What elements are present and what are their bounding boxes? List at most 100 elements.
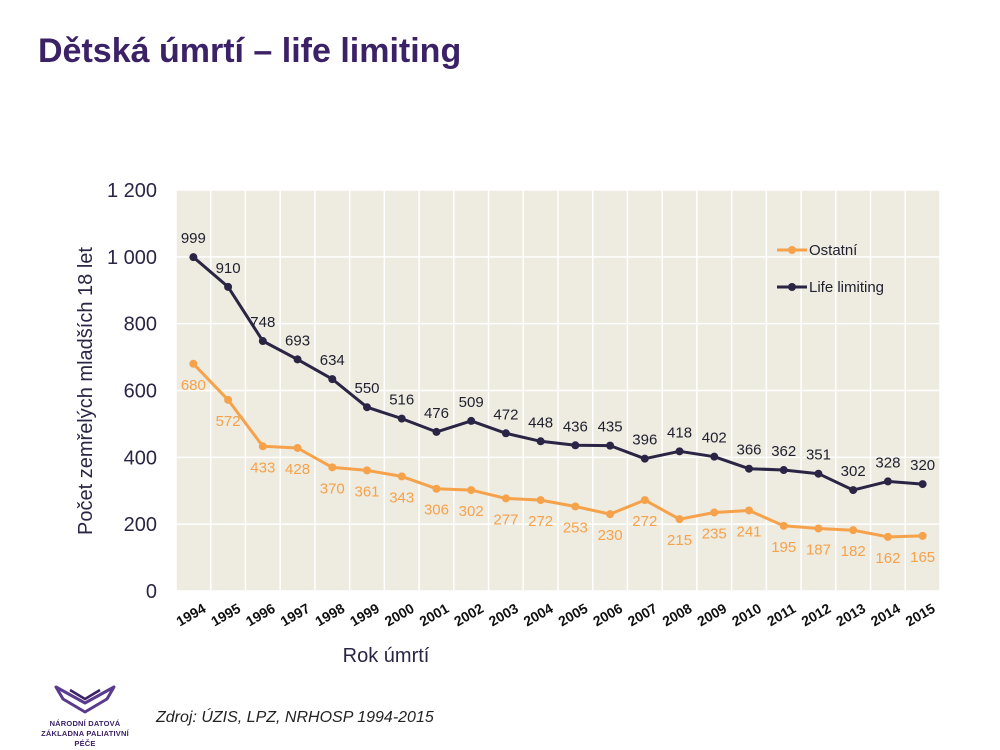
data-point [849, 486, 858, 495]
data-point [710, 508, 719, 517]
data-label: 748 [250, 314, 275, 331]
data-label: 306 [424, 502, 449, 519]
data-point [258, 442, 267, 451]
data-label: 277 [493, 511, 518, 528]
data-label: 162 [875, 550, 900, 567]
x-tick-label: 2005 [555, 600, 590, 630]
data-label: 433 [250, 459, 275, 476]
data-label: 235 [702, 525, 727, 542]
x-tick-label: 1995 [208, 600, 243, 630]
data-point [467, 486, 476, 495]
data-point [501, 494, 510, 503]
data-point [814, 469, 823, 478]
data-label: 550 [354, 380, 379, 397]
data-point [432, 427, 441, 436]
y-tick-label: 400 [124, 447, 157, 469]
data-point [536, 437, 545, 446]
data-label: 680 [181, 377, 206, 394]
data-point [779, 466, 788, 475]
data-point [918, 531, 927, 540]
data-label: 370 [320, 480, 345, 497]
data-label: 343 [389, 489, 414, 506]
data-point [918, 480, 927, 489]
data-label: 230 [598, 527, 623, 544]
data-label: 436 [563, 418, 588, 435]
data-label: 302 [841, 463, 866, 480]
y-axis-title: Počet zemřelých mladších 18 let [75, 247, 97, 535]
x-tick-label: 2009 [694, 600, 729, 630]
data-point [571, 441, 580, 450]
x-tick-label: 1999 [347, 600, 382, 630]
data-label: 693 [285, 332, 310, 349]
x-tick-label: 2013 [833, 600, 868, 630]
data-label: 472 [493, 406, 518, 423]
data-label: 362 [771, 443, 796, 460]
data-point [675, 447, 684, 456]
y-tick-label: 1 000 [107, 247, 157, 269]
data-label: 402 [702, 430, 727, 447]
data-label: 253 [563, 519, 588, 536]
x-tick-label: 2008 [660, 600, 695, 630]
data-point [258, 337, 267, 346]
data-label: 448 [528, 414, 553, 431]
source-note: Zdroj: ÚZIS, LPZ, NRHOSP 1994-2015 [156, 709, 434, 726]
data-label: 435 [598, 419, 623, 436]
data-point [328, 463, 337, 472]
y-tick-label: 800 [124, 314, 157, 336]
x-tick-label: 2014 [868, 600, 903, 630]
data-point [640, 454, 649, 463]
data-point [606, 441, 615, 450]
series-line-1 [192, 256, 923, 492]
data-label: 320 [910, 457, 935, 474]
data-label: 361 [354, 483, 379, 500]
x-tick-label: 2007 [625, 600, 660, 630]
data-point [432, 484, 441, 493]
data-label: 396 [632, 432, 657, 449]
data-label: 572 [216, 413, 241, 430]
data-label: 328 [875, 454, 900, 471]
data-label: 272 [632, 513, 657, 530]
data-point [397, 472, 406, 481]
data-label: 165 [910, 549, 935, 566]
data-point [883, 477, 892, 486]
x-tick-label: 2006 [590, 600, 625, 630]
logo: NÁRODNÍ DATOVÁ ZÁKLADNA PALIATIVNÍ PÉČE [30, 684, 140, 749]
x-axis-title: Rok úmrtí [343, 645, 430, 667]
data-point [293, 355, 302, 364]
logo-text-line2: ZÁKLADNA PALIATIVNÍ PÉČE [41, 729, 129, 748]
data-label: 272 [528, 513, 553, 530]
legend-label: Ostatní [809, 242, 858, 259]
x-tick-label: 2001 [416, 600, 451, 630]
data-point [883, 532, 892, 541]
data-point [849, 526, 858, 535]
legend-marker [788, 283, 796, 291]
data-label: 195 [771, 539, 796, 556]
data-label: 476 [424, 405, 449, 422]
x-tick-label: 2002 [451, 600, 486, 630]
data-label: 351 [806, 447, 831, 464]
data-point [571, 502, 580, 511]
data-label: 366 [736, 442, 761, 459]
data-point [745, 464, 753, 473]
data-point [293, 443, 302, 452]
data-point [224, 395, 233, 404]
data-point [814, 524, 823, 533]
x-tick-label: 2015 [903, 600, 938, 630]
data-point [675, 515, 684, 524]
data-point [501, 429, 510, 438]
x-tick-label: 2012 [798, 600, 833, 630]
data-label: 182 [841, 543, 866, 560]
data-label: 187 [806, 542, 831, 559]
y-tick-label: 600 [124, 381, 157, 403]
slide-title: Dětská úmrtí – life limiting [38, 32, 462, 70]
data-point [224, 282, 233, 291]
legend-label: Life limiting [809, 279, 884, 296]
x-tick-label: 1997 [278, 600, 313, 630]
data-point [363, 403, 371, 412]
data-label: 428 [285, 461, 310, 478]
legend-marker [788, 246, 796, 254]
series-line-0 [192, 362, 923, 539]
logo-text-line1: NÁRODNÍ DATOVÁ [49, 719, 121, 728]
y-tick-label: 1 200 [107, 180, 157, 202]
